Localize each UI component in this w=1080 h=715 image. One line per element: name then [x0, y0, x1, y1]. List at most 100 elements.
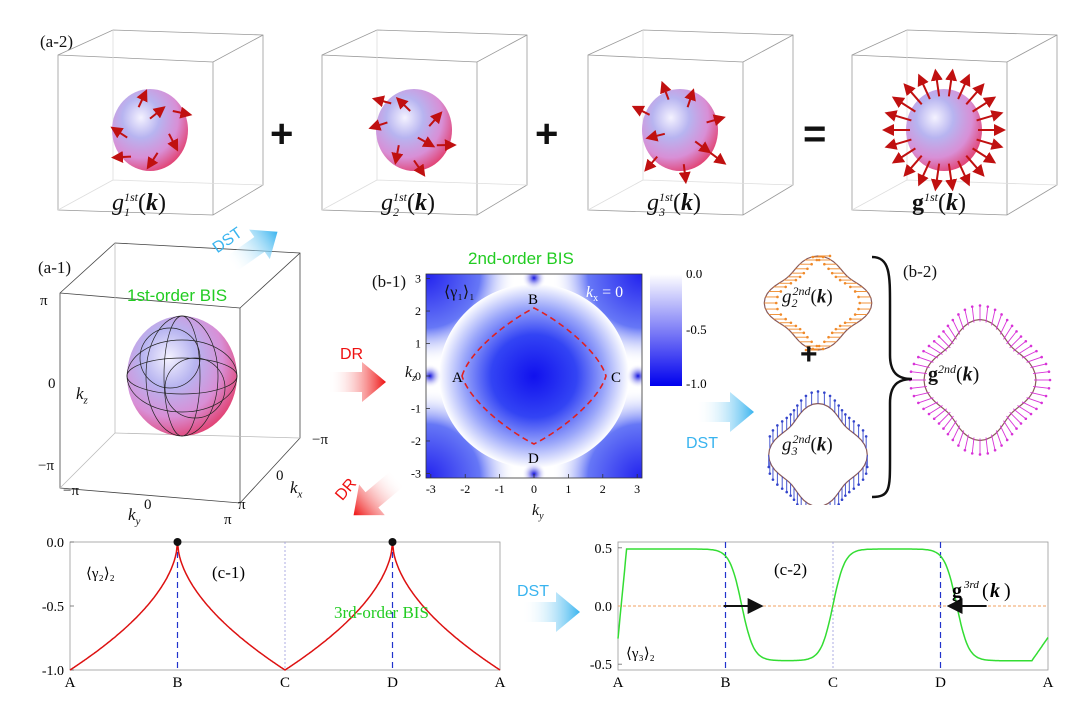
b1-ytick: -2: [411, 434, 421, 448]
a1-kz-tick-pi: π: [40, 293, 48, 309]
g1-1st-label: g11st(k): [112, 190, 167, 219]
ytick-label: 0.0: [595, 600, 613, 615]
ytick-label: 0.5: [595, 542, 613, 557]
a2-panel: [57, 29, 1058, 216]
a1-kx-tick-zero: 0: [276, 468, 284, 484]
bis-point: [388, 538, 397, 546]
a1-ky-tick-minus-pi: −π: [63, 483, 80, 499]
series-line: [69, 541, 501, 671]
b1-kx-eq: kx = 0: [586, 284, 624, 305]
vector-field-arrows: [110, 89, 193, 170]
series-line: [617, 548, 1049, 662]
ytick-label: 0.0: [47, 536, 65, 551]
xtick-label-C: C: [828, 675, 838, 691]
g-2nd-loop: [908, 304, 1052, 456]
ytick-label: -0.5: [42, 600, 64, 615]
dst-arrow-c1-c2: [522, 592, 580, 632]
b1-xtick: 0: [531, 482, 537, 496]
c2-annotation: g: [952, 580, 962, 602]
dr-arrow-a1-b1: [328, 362, 386, 402]
colorbar-tick-0: 0.0: [686, 270, 702, 281]
xtick-label-B: B: [720, 675, 730, 691]
g2-2nd-loop: [763, 254, 873, 352]
panel-label-b1: (b-1): [372, 272, 406, 291]
bis-point: [173, 538, 182, 546]
g2-1st-label: g21st(k): [381, 190, 436, 219]
a1-kz-label: kz: [76, 384, 88, 407]
dst-arrow-a1-a2: [224, 229, 278, 273]
vector-sphere: [906, 89, 982, 171]
svg-text:(: (: [982, 580, 989, 602]
brace: [871, 255, 913, 499]
bis-contour: [461, 307, 607, 445]
a1-kz-tick-zero: 0: [48, 376, 56, 392]
c1-ylabel: ⟨γ₂⟩₂: [86, 566, 115, 582]
g3-1st-label: g31st(k): [647, 190, 702, 219]
a1-kx-label: kx: [290, 478, 303, 501]
xtick-label-A: A: [495, 675, 506, 691]
a2-box-4: [851, 29, 1058, 216]
panel-label-a1: (a-1): [38, 258, 72, 277]
plus-operator-1: +: [270, 112, 294, 156]
a1-ky-label: ky: [128, 505, 141, 528]
a1-bis-label: 1st-order BIS: [127, 286, 228, 305]
c1-line-chart: 0.0-0.5-1.0A B C D A⟨γ₂⟩₂ (c-1)3rd-order BIS: [42, 536, 506, 691]
svg-text:k: k: [990, 580, 1000, 602]
dr-label-1: DR: [340, 346, 364, 363]
ytick-label: -0.5: [590, 658, 612, 673]
a1-kx-tick-minus-pi: −π: [312, 432, 329, 448]
b1-xtick: -3: [426, 482, 436, 496]
svg-text:3rd: 3rd: [963, 579, 979, 591]
c1-annotation: 3rd-order BIS: [334, 603, 429, 622]
dr-arrow-b1-c1: [353, 470, 405, 516]
b1-ytick: -1: [411, 401, 421, 415]
c2-ylabel: ⟨γ₃⟩₂: [626, 646, 655, 662]
xtick-label-D: D: [387, 675, 398, 691]
g3-2nd-label: g32nd(k): [782, 432, 833, 459]
vector-field-arrows: [882, 68, 1006, 192]
c1-panel-label: (c-1): [212, 563, 245, 582]
b1-ytick: 2: [415, 304, 421, 318]
b2-plus-operator: +: [800, 338, 818, 371]
b1-title: 2nd-order BIS: [468, 249, 574, 268]
b1-xtick: -1: [495, 482, 505, 496]
g3-2nd-loop: [767, 390, 869, 505]
xtick-label-A: A: [1043, 675, 1054, 691]
g2-2nd-label: g22nd(k): [782, 284, 833, 311]
a1-kx-tick-pi: π: [238, 497, 246, 513]
b1-ytick: 0: [415, 369, 421, 383]
panel-label-a2: (a-2): [40, 32, 74, 51]
vector-field-arrows: [368, 95, 457, 177]
b1-xtick: 2: [600, 482, 606, 496]
b1-xtick: 3: [634, 482, 640, 496]
bis-sphere: [127, 316, 237, 436]
b1-ylabel: kz: [405, 364, 417, 385]
b1-heatmap-chart: -3 -2 -1 0 1 2 3 -3 -2 -1 0 1 2 3 A B C D 0.0 -0.5 -1…: [411, 270, 707, 496]
a2-box-1: [57, 29, 264, 216]
xtick-label-A: A: [65, 675, 76, 691]
vector-field-arrows: [631, 80, 727, 185]
point-d: D: [528, 451, 539, 467]
b1-xtick: 1: [565, 482, 571, 496]
colorbar-tick-2: -1.0: [686, 376, 707, 391]
xtick-label-D: D: [935, 675, 946, 691]
svg-text:): ): [1004, 580, 1011, 602]
equals-operator: =: [803, 112, 827, 156]
point-c: C: [611, 370, 621, 386]
g-1st-label: g1st(k): [912, 190, 967, 216]
ytick-label: -1.0: [42, 664, 64, 679]
a1-panel: [59, 242, 301, 504]
point-a: A: [452, 370, 463, 386]
b1-ytick: -3: [411, 466, 421, 480]
xtick-label-A: A: [613, 675, 624, 691]
b2-panel: [763, 254, 1052, 505]
b1-gamma-label: ⟨γ₁⟩₁: [444, 284, 475, 301]
vector-sphere: [376, 89, 452, 171]
a2-box-3: [587, 29, 794, 216]
b1-xtick: -2: [460, 482, 470, 496]
panel-label-b2: (b-2): [903, 262, 937, 281]
c2-line-chart: 0.50.0-0.5A B C D A⟨γ₃⟩₂(c-2)g 3rd(k): [590, 541, 1054, 691]
dst-label-3: DST: [517, 583, 549, 600]
b1-ytick: 1: [415, 337, 421, 351]
